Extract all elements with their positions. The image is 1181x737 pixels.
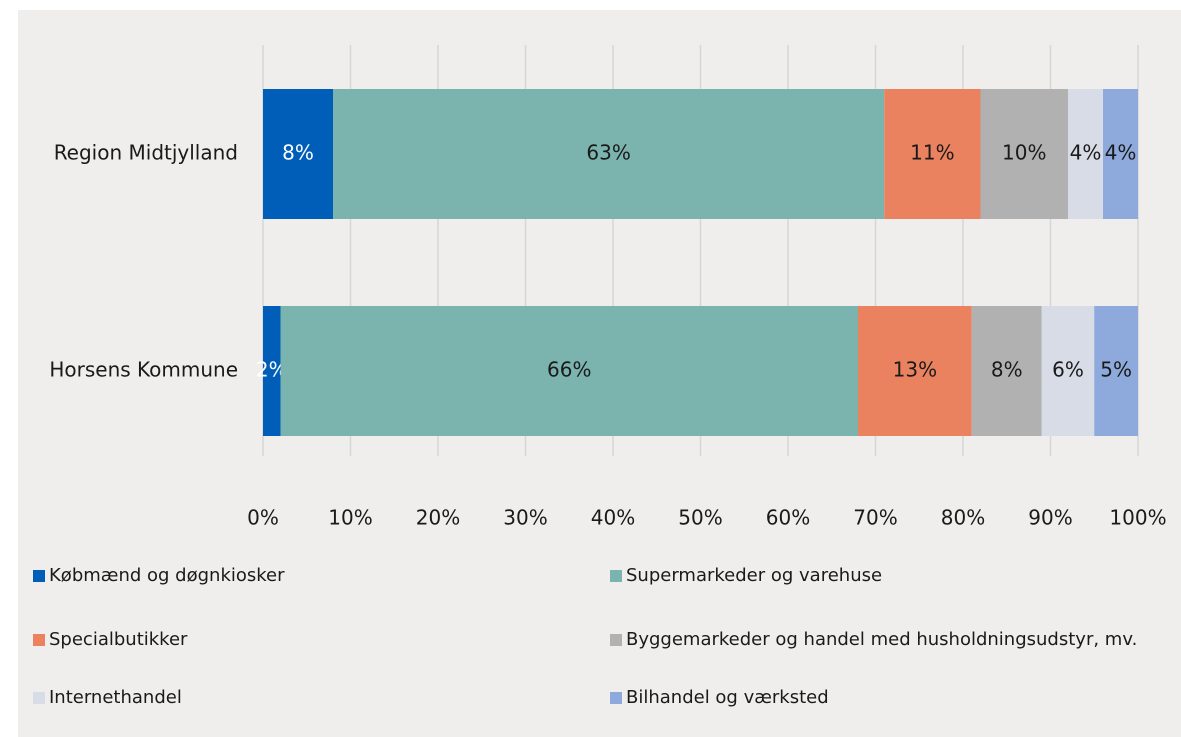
- x-tick-label: 30%: [503, 506, 547, 530]
- bar-segment: [1068, 89, 1103, 219]
- legend-swatch: [33, 692, 45, 704]
- data-label: 4%: [1070, 141, 1102, 165]
- x-tick-label: 0%: [247, 506, 279, 530]
- x-tick-label: 20%: [416, 506, 460, 530]
- data-label: 10%: [1002, 141, 1046, 165]
- legend-swatch: [33, 570, 45, 582]
- bar-segment: [884, 89, 981, 219]
- data-label: 6%: [1052, 358, 1084, 382]
- legend-label: Bilhandel og værksted: [626, 687, 829, 708]
- legend-swatch: [33, 634, 45, 646]
- category-label: Horsens Kommune: [49, 358, 238, 382]
- data-label: 63%: [586, 141, 630, 165]
- data-label: 13%: [893, 358, 937, 382]
- data-label: 5%: [1100, 358, 1132, 382]
- bar-segment: [263, 89, 333, 219]
- bar-segment: [980, 89, 1068, 219]
- data-label: 8%: [282, 141, 314, 165]
- legend-label: Specialbutikker: [49, 629, 188, 650]
- x-tick-label: 40%: [591, 506, 635, 530]
- legend-swatch: [610, 634, 622, 646]
- x-tick-label: 10%: [328, 506, 372, 530]
- legend-swatch: [610, 692, 622, 704]
- bar-segment: [333, 89, 885, 219]
- x-tick-label: 60%: [766, 506, 810, 530]
- x-tick-label: 90%: [1028, 506, 1072, 530]
- data-label: 4%: [1105, 141, 1137, 165]
- bar-segment: [858, 306, 972, 436]
- bar-segment: [1103, 89, 1138, 219]
- legend-label: Internethandel: [49, 687, 182, 708]
- x-tick-label: 50%: [678, 506, 722, 530]
- bar-segment: [1094, 306, 1138, 436]
- bar-segment: [1041, 306, 1095, 436]
- bar-segment: [263, 306, 281, 436]
- data-label: 11%: [910, 141, 954, 165]
- bar-segment: [280, 306, 858, 436]
- bar-segment: [971, 306, 1042, 436]
- legend-label: Supermarkeder og varehuse: [626, 565, 882, 586]
- legend-swatch: [610, 570, 622, 582]
- data-label: 66%: [547, 358, 591, 382]
- data-label: 8%: [991, 358, 1023, 382]
- x-tick-label: 70%: [853, 506, 897, 530]
- x-tick-label: 100%: [1109, 506, 1166, 530]
- category-label: Region Midtjylland: [54, 141, 238, 165]
- legend-label: Byggemarkeder og handel med husholdnings…: [626, 629, 1137, 650]
- legend-label: Købmænd og døgnkiosker: [49, 565, 285, 586]
- x-tick-label: 80%: [941, 506, 985, 530]
